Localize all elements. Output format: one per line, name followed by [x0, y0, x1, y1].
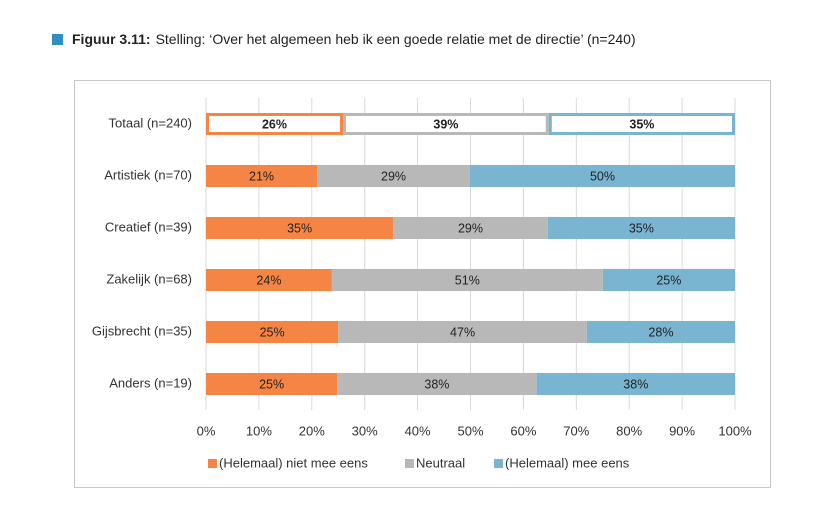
bar [317, 165, 470, 187]
chart-frame [74, 80, 771, 488]
value-label: 24% [256, 273, 281, 287]
chart-title: Figuur 3.11: Stelling: ‘Over het algemeen… [72, 31, 636, 47]
bar [547, 217, 735, 239]
value-label: 29% [458, 221, 483, 235]
x-tick-label: 50% [457, 423, 483, 438]
legend-label: (Helemaal) niet mee eens [219, 455, 368, 470]
value-label: 26% [262, 117, 287, 131]
value-label: 28% [648, 325, 673, 339]
x-tick-label: 60% [510, 423, 536, 438]
legend-label: Neutraal [416, 455, 465, 470]
value-label: 38% [424, 377, 449, 391]
bar [536, 373, 735, 395]
y-tick-label: Gijsbrecht (n=35) [92, 323, 192, 338]
value-label: 25% [259, 377, 284, 391]
x-tick-label: 80% [616, 423, 642, 438]
value-label: 25% [260, 325, 285, 339]
bar [206, 321, 339, 343]
bar [602, 269, 735, 291]
legend-swatch [494, 459, 503, 468]
title-text: Stelling: ‘Over het algemeen heb ik een … [156, 31, 636, 47]
bar [343, 113, 549, 135]
y-tick-label: Artistiek (n=70) [104, 167, 192, 182]
x-tick-label: 30% [352, 423, 378, 438]
value-label: 39% [433, 117, 458, 131]
x-tick-label: 10% [246, 423, 272, 438]
value-label: 29% [381, 169, 406, 183]
value-label: 21% [249, 169, 274, 183]
y-tick-label: Creatief (n=39) [105, 219, 192, 234]
x-tick-label: 0% [197, 423, 216, 438]
figure-label: Figuur 3.11: [72, 31, 151, 47]
x-tick-label: 70% [563, 423, 589, 438]
bar [206, 113, 344, 135]
value-label: 50% [590, 169, 615, 183]
value-label: 51% [455, 273, 480, 287]
bar [206, 269, 332, 291]
value-label: 38% [623, 377, 648, 391]
bar [337, 373, 537, 395]
legend-label: (Helemaal) mee eens [505, 455, 630, 470]
bar [586, 321, 735, 343]
x-tick-label: 40% [405, 423, 431, 438]
x-tick-label: 90% [669, 423, 695, 438]
bar [206, 373, 338, 395]
y-tick-label: Zakelijk (n=68) [106, 271, 192, 286]
x-tick-label: 20% [299, 423, 325, 438]
value-label: 35% [287, 221, 312, 235]
bar [206, 165, 318, 187]
title-icon [52, 34, 63, 45]
bar [338, 321, 587, 343]
bar [393, 217, 548, 239]
bar [469, 165, 735, 187]
value-label: 25% [656, 273, 681, 287]
bar [331, 269, 603, 291]
value-label: 47% [450, 325, 475, 339]
legend-swatch [405, 459, 414, 468]
bar [548, 113, 735, 135]
y-tick-label: Anders (n=19) [109, 375, 192, 390]
x-tick-label: 100% [718, 423, 752, 438]
value-label: 35% [629, 117, 654, 131]
bar [206, 217, 394, 239]
legend-swatch [208, 459, 217, 468]
value-label: 35% [629, 221, 654, 235]
y-tick-label: Totaal (n=240) [109, 115, 192, 130]
